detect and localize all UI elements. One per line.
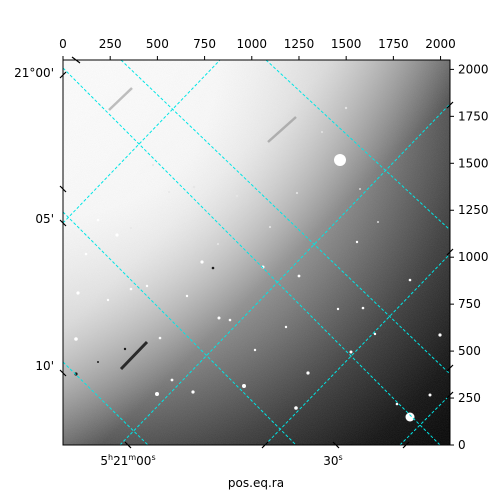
top-pixel-axis: 0 250 500 750 1000 1250 1500 1750 2000 (59, 37, 456, 60)
top-axis-tick-label: 1250 (284, 37, 315, 51)
top-axis-tick-label: 750 (193, 37, 216, 51)
stars (74, 154, 442, 422)
right-axis-tick-label: 2000 (458, 62, 489, 76)
top-axis-tick-label: 250 (99, 37, 122, 51)
right-axis-tick-label: 500 (458, 344, 481, 358)
top-axis-tick-label: 1000 (237, 37, 268, 51)
coordinate-grid (63, 60, 450, 445)
top-axis-tick-label: 0 (59, 37, 67, 51)
world-tick-marks (59, 56, 454, 449)
right-pixel-axis: 0 250 500 750 1000 1250 1500 1750 2000 (450, 62, 489, 452)
right-axis-tick-label: 1500 (458, 156, 489, 170)
right-axis-tick-label: 250 (458, 391, 481, 405)
satellite-streak (267, 116, 297, 143)
right-axis-tick-label: 750 (458, 297, 481, 311)
right-axis-tick-label: 1000 (458, 250, 489, 264)
top-axis-tick-label: 1500 (331, 37, 362, 51)
faint-stars (130, 106, 379, 246)
dec-tick-label: 21°00' (14, 66, 54, 80)
sky-image (63, 60, 450, 445)
dec-tick-label: 10' (35, 359, 54, 373)
satellite-streak (119, 340, 149, 371)
top-axis-tick-label: 500 (146, 37, 169, 51)
top-axis-tick-label: 2000 (425, 37, 456, 51)
satellite-streak (108, 87, 133, 111)
right-axis-tick-label: 1250 (458, 203, 489, 217)
x-axis-label: pos.eq.ra (228, 476, 284, 490)
ra-tick-label: 30s (323, 453, 342, 468)
right-axis-tick-label: 0 (458, 438, 466, 452)
dec-tick-label: 05' (35, 212, 54, 226)
top-axis-tick-label: 1750 (378, 37, 409, 51)
ra-tick-label: 5h21m00s (100, 453, 155, 468)
right-axis-tick-label: 1750 (458, 109, 489, 123)
